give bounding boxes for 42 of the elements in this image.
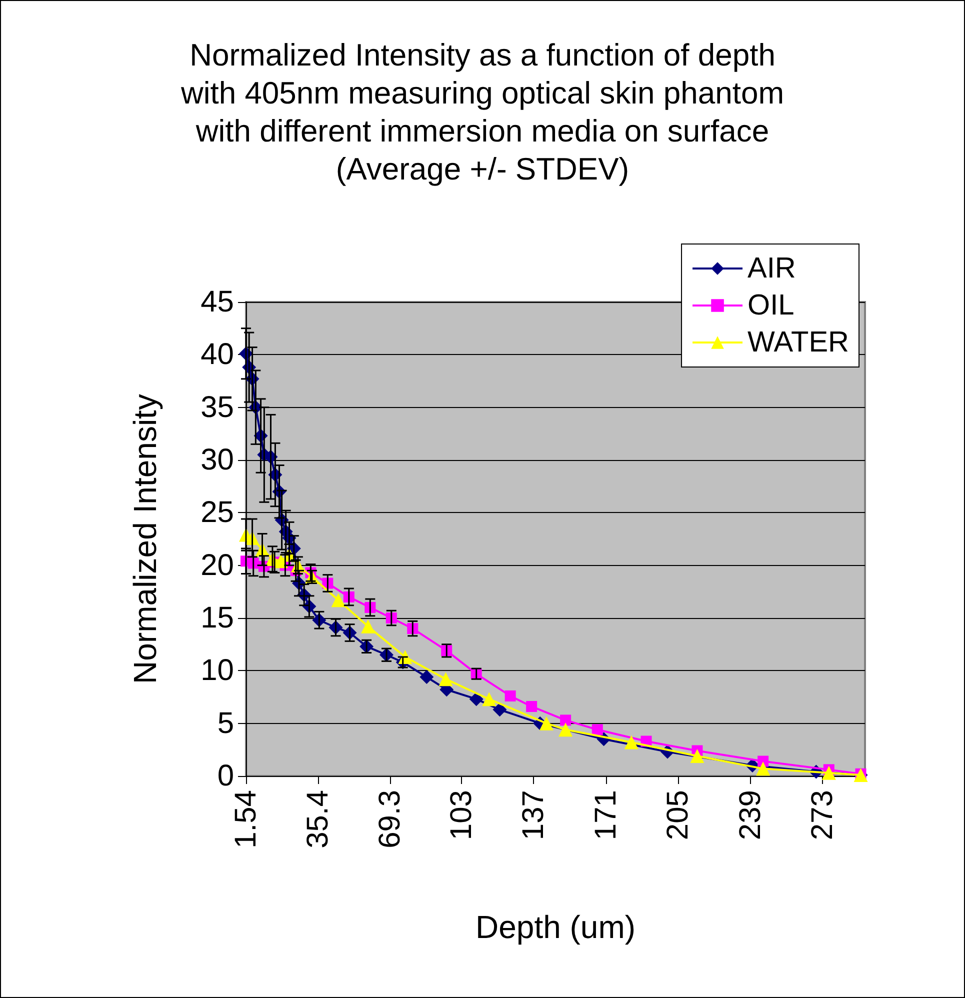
- y-axis-title: Normalized Intensity: [127, 394, 163, 684]
- point: [592, 724, 603, 736]
- legend-label: WATER: [748, 326, 850, 358]
- x-tick-label: 35.4: [301, 790, 334, 848]
- legend-label: OIL: [748, 290, 794, 322]
- point: [469, 692, 484, 706]
- point: [539, 716, 554, 730]
- point: [624, 735, 638, 750]
- y-tick-label: 40: [200, 338, 234, 372]
- point: [492, 702, 507, 717]
- y-tick-label: 20: [200, 548, 234, 582]
- y-tick-label: 25: [200, 496, 234, 530]
- y-tick-label: 15: [200, 602, 234, 634]
- y-tick-label: 35: [200, 390, 234, 424]
- x-axis-title: Depth (um): [475, 909, 636, 945]
- y-tick-label: 10: [200, 654, 234, 688]
- x-tick-label: 69.3: [373, 790, 406, 848]
- x-tick-label: 1.54: [230, 790, 262, 848]
- x-tick-label: 205: [662, 790, 695, 840]
- x-tick-label: 103: [444, 790, 478, 840]
- point: [560, 714, 572, 726]
- point: [756, 762, 770, 776]
- y-tick-label: 0: [217, 760, 234, 792]
- x-tick-label: 273: [806, 790, 840, 840]
- point: [526, 700, 538, 712]
- legend-label: AIR: [748, 252, 796, 284]
- x-tick-label: 171: [589, 790, 622, 840]
- y-tick-label: 45: [200, 286, 234, 318]
- point: [558, 722, 573, 737]
- x-tick-label: 239: [734, 790, 767, 840]
- y-tick-label: 30: [200, 444, 234, 476]
- point: [482, 692, 496, 706]
- point: [504, 690, 516, 702]
- point: [420, 670, 434, 684]
- chart-title: Normalized Intensity as a function of depth with 405nm measuring optical skin phantom with different immersion media on surface (Average +/- STDEV): [180, 38, 784, 186]
- point: [438, 672, 453, 686]
- point: [331, 593, 346, 608]
- x-tick-label: 137: [517, 790, 550, 840]
- y-tick-label: 5: [217, 706, 234, 740]
- point: [361, 619, 376, 634]
- point: [822, 766, 836, 780]
- point: [690, 748, 704, 763]
